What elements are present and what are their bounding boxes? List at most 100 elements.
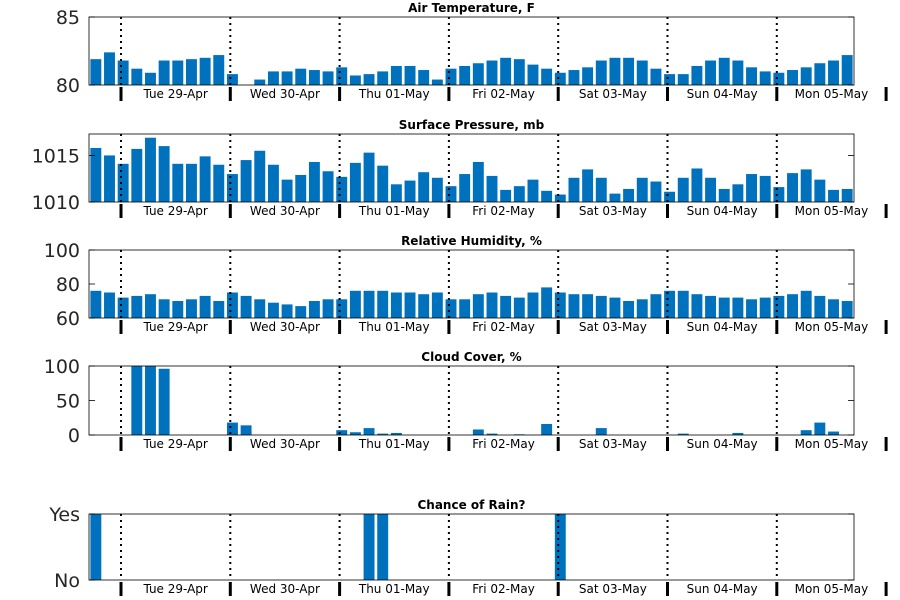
- date-tick-mark: [775, 204, 779, 218]
- date-tick-mark: [775, 437, 779, 451]
- date-tick-label: Sat 03-May: [579, 87, 647, 101]
- bar: [595, 295, 607, 318]
- bar: [90, 147, 102, 202]
- bar: [404, 65, 416, 85]
- bar: [254, 299, 266, 318]
- bar: [377, 290, 389, 318]
- bar: [828, 60, 839, 85]
- bar: [732, 297, 744, 318]
- bar: [281, 71, 293, 85]
- bar: [418, 172, 430, 202]
- bar: [677, 290, 689, 318]
- bar: [145, 72, 156, 85]
- y-tick-label: 100: [44, 240, 80, 262]
- bar: [459, 174, 471, 202]
- date-tick-mark: [338, 320, 342, 334]
- bar: [117, 163, 129, 202]
- bar: [691, 294, 703, 318]
- date-tick-label: Thu 01-May: [358, 437, 430, 451]
- date-tick-mark: [666, 204, 669, 218]
- bar: [527, 179, 539, 202]
- bar: [800, 430, 812, 435]
- bar: [104, 292, 115, 318]
- date-tick-label: Sun 04-May: [687, 320, 758, 334]
- bar: [145, 137, 156, 202]
- date-tick-mark: [884, 437, 888, 451]
- bar: [117, 60, 129, 85]
- bar: [390, 184, 402, 202]
- bar: [718, 297, 730, 318]
- bar: [90, 290, 102, 318]
- bar: [90, 514, 102, 580]
- bar: [568, 70, 580, 85]
- date-tick-mark: [119, 582, 123, 596]
- bar: [705, 177, 717, 202]
- bar: [131, 148, 143, 202]
- plot-frame: [88, 16, 855, 86]
- date-tick-mark: [447, 437, 451, 451]
- bar: [787, 70, 798, 85]
- bar: [377, 71, 389, 85]
- y-tick-label: 85: [56, 7, 80, 29]
- bar: [363, 74, 375, 85]
- bar: [131, 366, 143, 435]
- bar: [582, 169, 594, 202]
- date-tick-mark: [228, 320, 232, 334]
- bar: [418, 70, 430, 85]
- bar: [213, 55, 225, 85]
- bar: [814, 179, 826, 202]
- bar: [308, 70, 320, 85]
- bar: [240, 160, 252, 202]
- y-tick-label: Yes: [48, 504, 80, 526]
- bar: [500, 57, 512, 85]
- date-tick-mark: [338, 204, 342, 218]
- y-tick-label: 80: [56, 75, 80, 97]
- bar: [431, 292, 443, 318]
- bar: [377, 165, 389, 202]
- bar: [691, 65, 703, 85]
- bar: [705, 295, 717, 318]
- date-tick-label: Sat 03-May: [579, 437, 647, 451]
- bar: [185, 59, 197, 85]
- bar: [131, 68, 143, 85]
- bar: [841, 301, 853, 318]
- bar: [609, 297, 621, 318]
- chart-panel-5: No Yes Chance of Rain? Tue 29-Apr Wed 30-Apr…: [48, 498, 888, 596]
- bar: [746, 67, 758, 85]
- bar: [445, 68, 457, 85]
- date-tick-mark: [228, 437, 232, 451]
- bar: [390, 65, 402, 85]
- bar: [664, 191, 676, 202]
- bar: [541, 190, 553, 202]
- bar: [568, 177, 580, 202]
- bar: [349, 75, 361, 85]
- date-tick-mark: [447, 87, 451, 101]
- chart-title: Cloud Cover, %: [421, 350, 521, 364]
- date-tick-label: Sat 03-May: [579, 204, 647, 218]
- bar: [595, 428, 607, 435]
- bar: [308, 161, 320, 202]
- bar: [486, 60, 498, 85]
- bar: [267, 164, 279, 202]
- y-tick-label: 60: [56, 308, 80, 330]
- bar: [336, 67, 348, 85]
- bar: [759, 175, 771, 202]
- bar: [787, 173, 798, 202]
- date-tick-label: Thu 01-May: [358, 582, 430, 596]
- bar: [814, 295, 826, 318]
- bar: [390, 292, 402, 318]
- bar: [472, 161, 484, 202]
- bar: [281, 304, 293, 318]
- bar: [554, 514, 566, 580]
- bar: [158, 368, 170, 435]
- chart-title: Relative Humidity, %: [401, 234, 542, 248]
- date-tick-label: Sat 03-May: [579, 582, 647, 596]
- bar: [349, 432, 361, 435]
- bar: [568, 294, 580, 318]
- bar: [172, 301, 184, 318]
- date-tick-label: Sun 04-May: [687, 204, 758, 218]
- date-tick-label: Thu 01-May: [358, 87, 430, 101]
- plot-frame: [88, 513, 855, 581]
- bar: [513, 297, 525, 318]
- bar: [363, 428, 375, 435]
